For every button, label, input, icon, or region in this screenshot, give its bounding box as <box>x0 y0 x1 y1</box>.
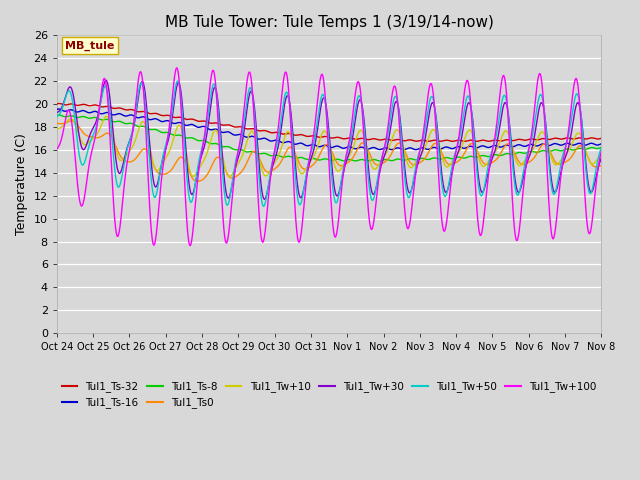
Title: MB Tule Tower: Tule Temps 1 (3/19/14-now): MB Tule Tower: Tule Temps 1 (3/19/14-now… <box>164 15 493 30</box>
Legend: Tul1_Ts-32, Tul1_Ts-16, Tul1_Ts-8, Tul1_Ts0, Tul1_Tw+10, Tul1_Tw+30, Tul1_Tw+50,: Tul1_Ts-32, Tul1_Ts-16, Tul1_Ts-8, Tul1_… <box>58 377 601 412</box>
Text: MB_tule: MB_tule <box>65 41 115 51</box>
Y-axis label: Temperature (C): Temperature (C) <box>15 133 28 235</box>
